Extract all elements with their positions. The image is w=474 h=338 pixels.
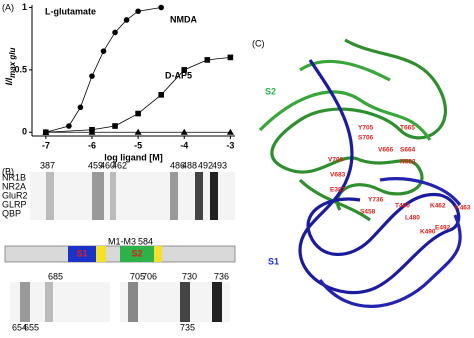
residue-label: V683 xyxy=(330,172,346,179)
residue-label: T460 xyxy=(395,203,410,210)
residue-number: 493 xyxy=(212,160,227,170)
residue-number: 730 xyxy=(182,271,197,281)
y-label-main: I/I xyxy=(4,77,14,85)
point xyxy=(226,128,234,135)
residue-number: 705 xyxy=(130,271,145,281)
x-tick-label: -6 xyxy=(88,140,96,150)
protein-ribbon xyxy=(258,38,462,308)
domain-bar xyxy=(4,245,236,263)
residue-number: 706 xyxy=(142,271,157,281)
residue-number: 387 xyxy=(40,160,55,170)
residue-number: 655 xyxy=(24,322,39,332)
panel-label: (B) xyxy=(2,166,14,176)
point xyxy=(89,73,95,79)
x-tick-label: -4 xyxy=(180,140,188,150)
point xyxy=(100,48,107,54)
x-tick-label: -7 xyxy=(42,140,50,150)
alignment-bottom xyxy=(10,282,230,322)
residue-number: 460 xyxy=(100,160,115,170)
residue-number: 685 xyxy=(48,271,63,281)
residue-number: 654 xyxy=(12,322,27,332)
point xyxy=(180,128,188,135)
point xyxy=(158,4,164,11)
residue-label: Y736 xyxy=(368,197,384,204)
point xyxy=(112,29,118,36)
x-axis-label: log ligand [M] xyxy=(104,152,163,162)
domain-label: S1 xyxy=(76,248,87,258)
x-tick-label: -3 xyxy=(226,140,234,150)
domain-label: S2 xyxy=(131,248,142,258)
point xyxy=(123,17,130,23)
residue-label: V708 xyxy=(328,157,344,164)
bar-label: M1-M3 xyxy=(108,236,136,246)
residue-number: 735 xyxy=(180,322,195,332)
point xyxy=(227,54,234,61)
residue-label: K463 xyxy=(455,205,471,212)
y-label-sub: max glu xyxy=(8,48,17,78)
y-tick-label: 0.5 xyxy=(14,64,27,74)
fit-line xyxy=(45,7,162,133)
residue-label: L480 xyxy=(405,215,420,222)
point xyxy=(135,8,141,15)
residue-label: S458 xyxy=(360,209,376,216)
bar-label: 584 xyxy=(138,236,153,246)
residue-number: 488 xyxy=(182,160,197,170)
series-label: D-AP5 xyxy=(165,70,192,80)
point xyxy=(181,67,188,73)
point xyxy=(135,110,141,117)
residue-label: S706 xyxy=(358,135,374,142)
x-tick-label: -5 xyxy=(134,140,142,150)
residue-number: 486 xyxy=(170,160,185,170)
point xyxy=(204,57,211,63)
alignment-top xyxy=(30,172,235,220)
y-tick-label: 1 xyxy=(22,2,27,12)
point xyxy=(158,92,164,98)
residue-number: 462 xyxy=(112,160,127,170)
residue-label: E492 xyxy=(435,225,451,232)
y-tick-label: 0 xyxy=(22,127,27,137)
seq-name: QBP xyxy=(2,208,21,218)
residue-label: E387 xyxy=(330,187,346,194)
panel-label: (A) xyxy=(2,2,14,12)
residue-label: T665 xyxy=(400,125,415,132)
domain-label: S2 xyxy=(265,86,276,96)
residue-number: 459 xyxy=(88,160,103,170)
point xyxy=(66,123,72,129)
residue-label: K490 xyxy=(420,229,436,236)
point xyxy=(112,123,118,129)
point xyxy=(42,128,50,135)
domain-label: S1 xyxy=(268,256,279,266)
series-label: L-glutamate xyxy=(45,6,96,16)
series-label: NMDA xyxy=(170,14,197,24)
residue-number: 736 xyxy=(214,271,229,281)
residue-label: N662 xyxy=(400,159,416,166)
seq-name: GLRP xyxy=(2,199,27,209)
panel-label: (C) xyxy=(252,38,265,48)
point xyxy=(88,128,96,135)
residue-label: Y705 xyxy=(358,125,374,132)
residue-label: V666 xyxy=(378,147,394,154)
y-axis-label: I/Imax glu xyxy=(4,48,17,86)
residue-number: 492 xyxy=(198,160,213,170)
seq-name: NR2A xyxy=(2,181,26,191)
fit-line xyxy=(45,57,231,133)
seq-name: NR1B xyxy=(2,172,26,182)
point xyxy=(77,104,84,111)
point xyxy=(134,128,142,135)
residue-label: K462 xyxy=(430,203,446,210)
seq-name: GluR2 xyxy=(2,190,28,200)
residue-label: S664 xyxy=(400,147,416,154)
